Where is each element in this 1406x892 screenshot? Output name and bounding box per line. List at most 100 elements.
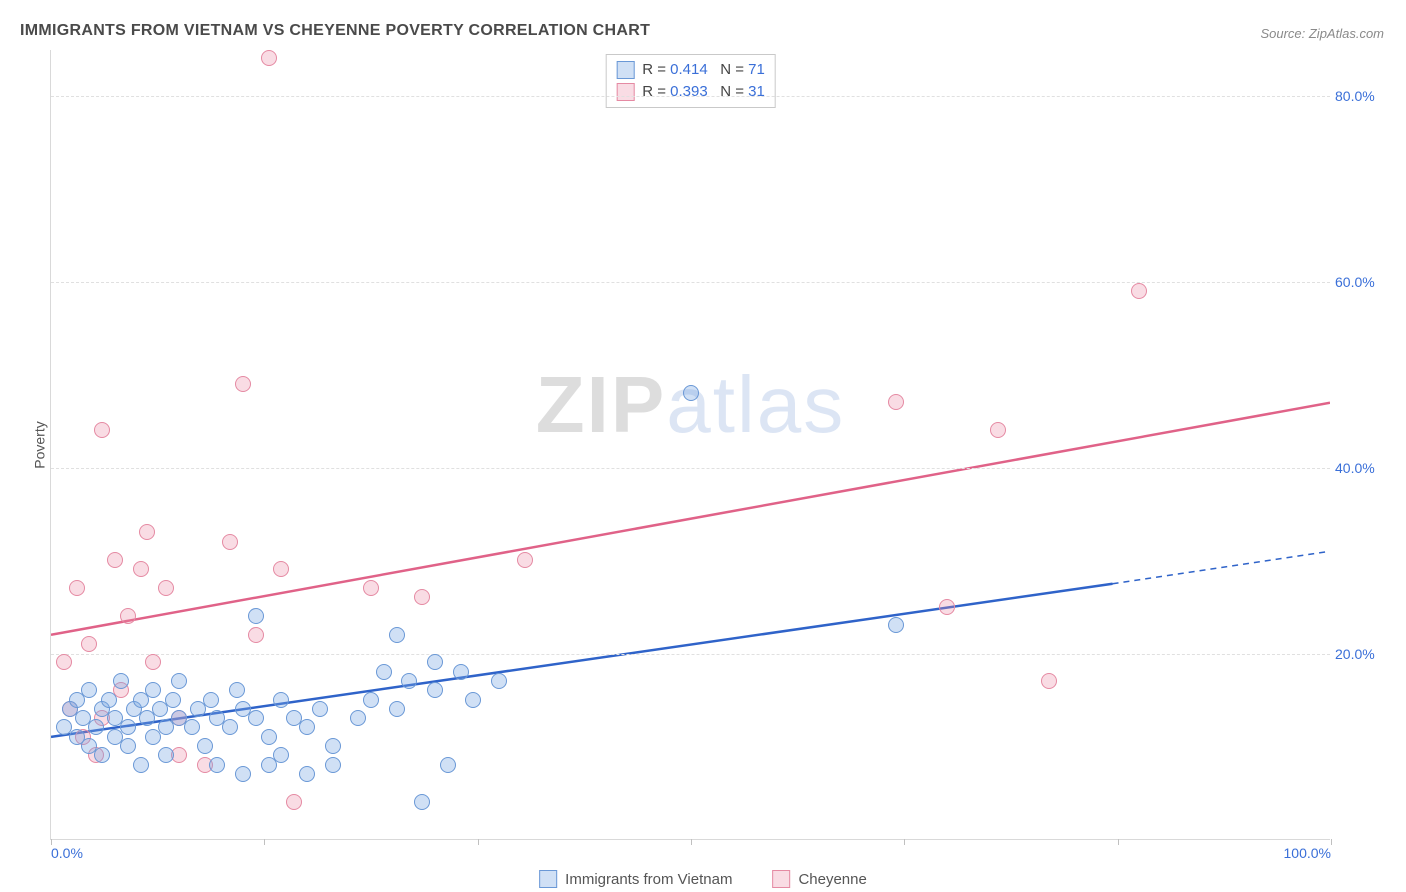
point-vietnam (120, 738, 136, 754)
point-vietnam (81, 682, 97, 698)
point-cheyenne (158, 580, 174, 596)
point-cheyenne (939, 599, 955, 615)
point-cheyenne (139, 524, 155, 540)
x-tick (691, 839, 692, 845)
point-vietnam (203, 692, 219, 708)
point-vietnam (261, 729, 277, 745)
point-cheyenne (235, 376, 251, 392)
series-legend-item: Immigrants from Vietnam (539, 870, 732, 888)
y-tick-label: 80.0% (1335, 88, 1390, 104)
source-attribution: Source: ZipAtlas.com (1260, 26, 1384, 41)
point-vietnam (88, 719, 104, 735)
point-cheyenne (990, 422, 1006, 438)
x-tick (1118, 839, 1119, 845)
point-vietnam (209, 757, 225, 773)
legend-text: R = 0.414 N = 71 (642, 59, 765, 81)
legend-row: R = 0.414 N = 71 (616, 59, 765, 81)
point-vietnam (158, 747, 174, 763)
x-tick-label: 0.0% (51, 845, 83, 861)
chart-title: IMMIGRANTS FROM VIETNAM VS CHEYENNE POVE… (20, 22, 650, 40)
point-vietnam (389, 627, 405, 643)
series-legend-item: Cheyenne (772, 870, 866, 888)
point-cheyenne (363, 580, 379, 596)
legend-label: Cheyenne (798, 871, 866, 888)
y-tick-label: 20.0% (1335, 646, 1390, 662)
point-vietnam (184, 719, 200, 735)
point-vietnam (427, 654, 443, 670)
point-vietnam (299, 719, 315, 735)
point-cheyenne (94, 422, 110, 438)
chart-plot-area: ZIPatlas R = 0.414 N = 71R = 0.393 N = 3… (50, 50, 1330, 840)
trend-lines (51, 50, 1330, 839)
point-vietnam (325, 757, 341, 773)
point-vietnam (312, 701, 328, 717)
point-cheyenne (1131, 283, 1147, 299)
x-tick-label: 100.0% (1284, 845, 1331, 861)
point-cheyenne (56, 654, 72, 670)
point-vietnam (165, 692, 181, 708)
plot-inner: ZIPatlas R = 0.414 N = 71R = 0.393 N = 3… (50, 50, 1330, 840)
legend-swatch (539, 870, 557, 888)
point-cheyenne (145, 654, 161, 670)
y-axis-label: Poverty (32, 421, 48, 468)
point-cheyenne (69, 580, 85, 596)
x-tick (1331, 839, 1332, 845)
point-cheyenne (517, 552, 533, 568)
point-vietnam (888, 617, 904, 633)
point-vietnam (440, 757, 456, 773)
point-cheyenne (261, 50, 277, 66)
point-vietnam (427, 682, 443, 698)
gridline (51, 468, 1330, 469)
point-vietnam (465, 692, 481, 708)
point-vietnam (94, 747, 110, 763)
point-vietnam (325, 738, 341, 754)
legend-label: Immigrants from Vietnam (565, 871, 732, 888)
y-tick-label: 60.0% (1335, 274, 1390, 290)
point-cheyenne (133, 561, 149, 577)
point-cheyenne (120, 608, 136, 624)
point-cheyenne (286, 794, 302, 810)
legend-swatch (616, 61, 634, 79)
watermark: ZIPatlas (536, 359, 845, 451)
point-vietnam (171, 673, 187, 689)
point-vietnam (491, 673, 507, 689)
point-vietnam (273, 747, 289, 763)
point-vietnam (197, 738, 213, 754)
point-vietnam (376, 664, 392, 680)
point-cheyenne (888, 394, 904, 410)
point-vietnam (401, 673, 417, 689)
point-vietnam (101, 692, 117, 708)
point-cheyenne (222, 534, 238, 550)
correlation-legend: R = 0.414 N = 71R = 0.393 N = 31 (605, 54, 776, 108)
point-vietnam (145, 682, 161, 698)
point-vietnam (273, 692, 289, 708)
legend-swatch (616, 83, 634, 101)
gridline (51, 96, 1330, 97)
point-cheyenne (248, 627, 264, 643)
legend-swatch (772, 870, 790, 888)
legend-text: R = 0.393 N = 31 (642, 81, 765, 103)
point-cheyenne (107, 552, 123, 568)
point-vietnam (248, 608, 264, 624)
point-vietnam (235, 766, 251, 782)
point-vietnam (229, 682, 245, 698)
series-legend: Immigrants from Vietnam Cheyenne (539, 870, 867, 888)
point-vietnam (350, 710, 366, 726)
point-cheyenne (81, 636, 97, 652)
point-vietnam (248, 710, 264, 726)
point-vietnam (120, 719, 136, 735)
point-vietnam (453, 664, 469, 680)
x-tick (904, 839, 905, 845)
point-cheyenne (273, 561, 289, 577)
y-tick-label: 40.0% (1335, 460, 1390, 476)
legend-row: R = 0.393 N = 31 (616, 81, 765, 103)
point-vietnam (389, 701, 405, 717)
point-cheyenne (1041, 673, 1057, 689)
point-cheyenne (414, 589, 430, 605)
gridline (51, 654, 1330, 655)
x-tick (478, 839, 479, 845)
point-vietnam (133, 757, 149, 773)
point-vietnam (414, 794, 430, 810)
point-vietnam (113, 673, 129, 689)
point-vietnam (222, 719, 238, 735)
